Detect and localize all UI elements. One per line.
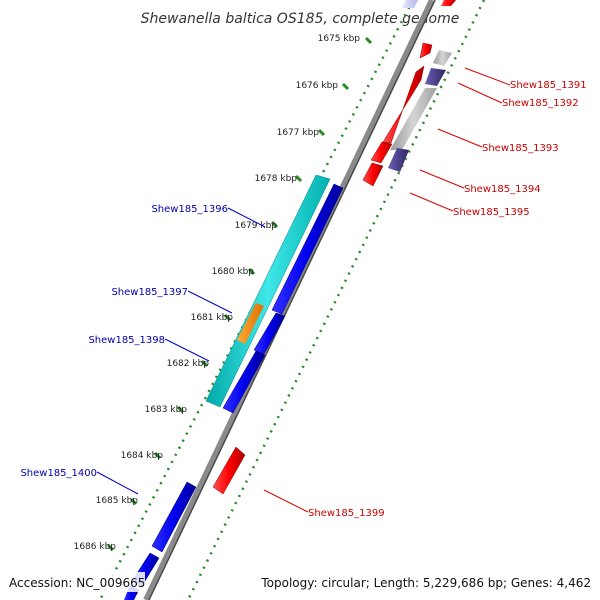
cds-arrow-shew185-1399[interactable] bbox=[212, 446, 246, 495]
gene-label-shew185-1400[interactable]: Shew185_1400 bbox=[20, 468, 97, 479]
cds-arrow-shew185-1394[interactable] bbox=[370, 141, 393, 164]
tick-label: 1677 kbp bbox=[277, 128, 320, 138]
cds-arrow-shew185-1396[interactable] bbox=[271, 183, 344, 315]
feature-block bbox=[441, 0, 456, 6]
reverse-strand-features bbox=[124, 174, 344, 600]
accession-bg bbox=[5, 572, 145, 592]
tick-label: 1678 kbp bbox=[255, 174, 298, 184]
accession-text: Accession: NC_009665 bbox=[9, 576, 145, 590]
feature-block bbox=[402, 0, 418, 8]
tick-label: 1680 kbp bbox=[212, 267, 255, 277]
gene-label-shew185-1391[interactable]: Shew185_1391 bbox=[510, 80, 587, 91]
feature-purple-1394 bbox=[388, 148, 409, 172]
cds-arrow-shew185-1400[interactable] bbox=[151, 481, 197, 553]
map-title: Shewanella baltica OS185, complete genom… bbox=[141, 11, 460, 27]
genome-stats-text: Topology: circular; Length: 5,229,686 bp… bbox=[260, 576, 591, 590]
tick-labels: 1675 kbp 1676 kbp 1677 kbp 1678 kbp 1679… bbox=[74, 34, 361, 552]
gene-label-shew185-1399[interactable]: Shew185_1399 bbox=[308, 508, 385, 519]
genome-backbone-shadow bbox=[148, 0, 436, 600]
tick-label: 1685 kbp bbox=[96, 496, 139, 506]
tick-label: 1682 kbp bbox=[167, 359, 210, 369]
inner-tick-line bbox=[98, 0, 415, 600]
feature-orange-1397[interactable] bbox=[237, 303, 264, 344]
gene-label-shew185-1393[interactable]: Shew185_1393 bbox=[482, 143, 559, 154]
stats-bg bbox=[258, 572, 596, 592]
cds-arrow-shew185-1395[interactable] bbox=[362, 162, 384, 187]
tick-label: 1679 kbp bbox=[235, 221, 278, 231]
tick-label: 1675 kbp bbox=[318, 34, 361, 44]
tick-label: 1684 kbp bbox=[121, 451, 164, 461]
rna-feature-shew185-1396[interactable] bbox=[205, 174, 331, 408]
feature-purple-1392 bbox=[425, 68, 446, 86]
feature-grey-1393 bbox=[390, 88, 437, 150]
reverse-callout-lines bbox=[96, 207, 266, 495]
tick-label: 1683 kbp bbox=[145, 405, 188, 415]
tick-label: 1676 kbp bbox=[296, 81, 339, 91]
cds-arrow-shew185-1398[interactable] bbox=[222, 350, 266, 414]
forward-gene-labels: Shew185_1391 Shew185_1392 Shew185_1393 S… bbox=[308, 80, 587, 519]
reverse-gene-labels: Shew185_1396 Shew185_1397 Shew185_1398 S… bbox=[20, 204, 228, 479]
cds-arrow-shew185-1392[interactable] bbox=[382, 65, 425, 144]
cds-arrow-shew185-1397[interactable] bbox=[253, 312, 286, 355]
gene-label-shew185-1397[interactable]: Shew185_1397 bbox=[111, 287, 188, 298]
gene-label-shew185-1395[interactable]: Shew185_1395 bbox=[453, 207, 530, 218]
forward-callout-lines bbox=[263, 67, 511, 513]
gene-label-shew185-1394[interactable]: Shew185_1394 bbox=[464, 184, 541, 195]
gene-label-shew185-1392[interactable]: Shew185_1392 bbox=[502, 98, 579, 109]
major-ticks bbox=[106, 36, 373, 552]
gene-label-shew185-1398[interactable]: Shew185_1398 bbox=[88, 335, 165, 346]
gene-label-shew185-1396[interactable]: Shew185_1396 bbox=[151, 204, 228, 215]
forward-strand-features bbox=[212, 0, 456, 495]
tick-label: 1686 kbp bbox=[74, 542, 117, 552]
feature-grey-1391 bbox=[433, 50, 452, 66]
tick-label: 1681 kbp bbox=[191, 313, 234, 323]
cds-arrow-shew185-1391[interactable] bbox=[419, 42, 433, 59]
